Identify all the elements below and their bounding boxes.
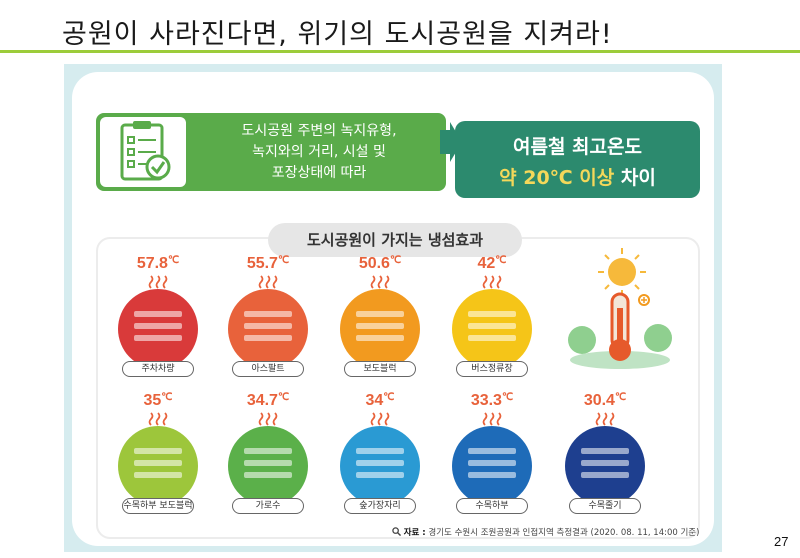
infographic: 도시공원 주변의 녹지유형, 녹지와의 거리, 시설 및 포장상태에 따라 여름… <box>64 64 722 552</box>
temperature-unit: ℃ <box>389 255 402 266</box>
page-number: 27 <box>774 534 789 549</box>
site-item: 30.4℃ 수목줄기 <box>555 392 655 514</box>
site-item: 55.7℃ 아스팔트 <box>218 255 318 377</box>
result-value: 약 20℃ 이상 차이 <box>455 163 700 190</box>
site-illustration <box>118 289 198 369</box>
criteria-line: 포장상태에 따라 <box>271 165 367 181</box>
criteria-line: 녹지와의 거리, 시설 및 <box>252 144 386 160</box>
heat-wave-icon <box>370 412 390 426</box>
result-suffix: 차이 <box>614 167 656 189</box>
site-item: 33.3℃ 수목하부 <box>442 392 542 514</box>
temperature-value: 35 <box>143 392 162 409</box>
temperature-unit: ℃ <box>167 255 180 266</box>
temperature-unit: ℃ <box>495 255 507 266</box>
temperature-unit: ℃ <box>161 392 173 403</box>
criteria-box: 도시공원 주변의 녹지유형, 녹지와의 거리, 시설 및 포장상태에 따라 <box>96 113 446 191</box>
site-temperature: 34.7℃ <box>218 392 318 410</box>
site-label: 숲가장자리 <box>344 498 416 514</box>
infographic-panel: 도시공원 주변의 녹지유형, 녹지와의 거리, 시설 및 포장상태에 따라 여름… <box>72 72 714 546</box>
thermometer-sun-icon <box>568 248 672 369</box>
temperature-unit: ℃ <box>277 392 290 403</box>
site-temperature: 30.4℃ <box>555 392 655 410</box>
heat-wave-icon <box>258 275 278 289</box>
temperature-unit: ℃ <box>277 255 290 266</box>
source-text: 경기도 수원시 조원공원과 인접지역 측정결과 (2020. 08. 11, 1… <box>428 528 700 538</box>
site-item: 42℃ 버스정류장 <box>442 255 542 377</box>
site-illustration <box>340 426 420 506</box>
site-label: 수목하부 <box>456 498 528 514</box>
site-item: 57.8℃ 주차차량 <box>108 255 208 377</box>
site-temperature: 50.6℃ <box>330 255 430 273</box>
temperature-value: 34 <box>365 392 384 409</box>
site-item: 50.6℃ 보도블럭 <box>330 255 430 377</box>
source-note: 자료 : 경기도 수원시 조원공원과 인접지역 측정결과 (2020. 08. … <box>392 526 699 538</box>
cooling-effect-heading: 도시공원이 가지는 냉섬효과 <box>268 223 522 257</box>
site-illustration <box>228 426 308 506</box>
site-label: 아스팔트 <box>232 361 304 377</box>
temperature-value: 42 <box>477 255 496 272</box>
result-title: 여름철 최고온도 <box>513 136 642 158</box>
heat-wave-icon <box>370 275 390 289</box>
site-item: 34.7℃ 가로수 <box>218 392 318 514</box>
site-label: 수목하부 보도블럭 <box>122 498 194 514</box>
site-illustration <box>118 426 198 506</box>
site-illustration <box>228 289 308 369</box>
site-temperature: 57.8℃ <box>108 255 208 273</box>
site-temperature: 33.3℃ <box>442 392 542 410</box>
heat-wave-icon <box>595 412 615 426</box>
site-illustration <box>340 289 420 369</box>
criteria-text: 도시공원 주변의 녹지유형, 녹지와의 거리, 시설 및 포장상태에 따라 <box>196 121 442 184</box>
heat-wave-icon <box>482 412 502 426</box>
site-illustration <box>565 426 645 506</box>
temperature-value: 30.4 <box>583 392 615 409</box>
arrow-right-icon <box>440 122 462 162</box>
heat-wave-icon <box>258 412 278 426</box>
temperature-value: 57.8 <box>136 255 168 272</box>
site-temperature: 55.7℃ <box>218 255 318 273</box>
site-temperature: 42℃ <box>442 255 542 273</box>
site-label: 주차차량 <box>122 361 194 377</box>
heat-wave-icon <box>148 412 168 426</box>
site-temperature: 34℃ <box>330 392 430 410</box>
criteria-line: 도시공원 주변의 녹지유형, <box>241 123 397 139</box>
site-illustration <box>452 426 532 506</box>
source-label: 자료 : <box>403 528 426 538</box>
clipboard-checklist-icon <box>100 117 186 187</box>
temperature-value: 33.3 <box>470 392 502 409</box>
site-temperature: 35℃ <box>108 392 208 410</box>
temperature-value: 50.6 <box>358 255 390 272</box>
site-label: 버스정류장 <box>456 361 528 377</box>
result-highlight: 약 20℃ 이상 <box>499 167 615 189</box>
temperature-value: 55.7 <box>246 255 278 272</box>
heat-wave-icon <box>482 275 502 289</box>
heat-wave-icon <box>148 275 168 289</box>
temperature-unit: ℃ <box>383 392 395 403</box>
result-box: 여름철 최고온도 약 20℃ 이상 차이 <box>455 121 700 198</box>
search-icon <box>392 527 402 537</box>
title-underline <box>0 50 800 53</box>
temperature-unit: ℃ <box>501 392 514 403</box>
temperature-value: 34.7 <box>246 392 278 409</box>
site-item: 34℃ 숲가장자리 <box>330 392 430 514</box>
site-item: 35℃ 수목하부 보도블럭 <box>108 392 208 514</box>
site-label: 보도블럭 <box>344 361 416 377</box>
slide-title: 공원이 사라진다면, 위기의 도시공원을 지켜라! <box>62 19 613 50</box>
site-label: 가로수 <box>232 498 304 514</box>
temperature-unit: ℃ <box>614 392 627 403</box>
site-illustration <box>452 289 532 369</box>
site-label: 수목줄기 <box>569 498 641 514</box>
